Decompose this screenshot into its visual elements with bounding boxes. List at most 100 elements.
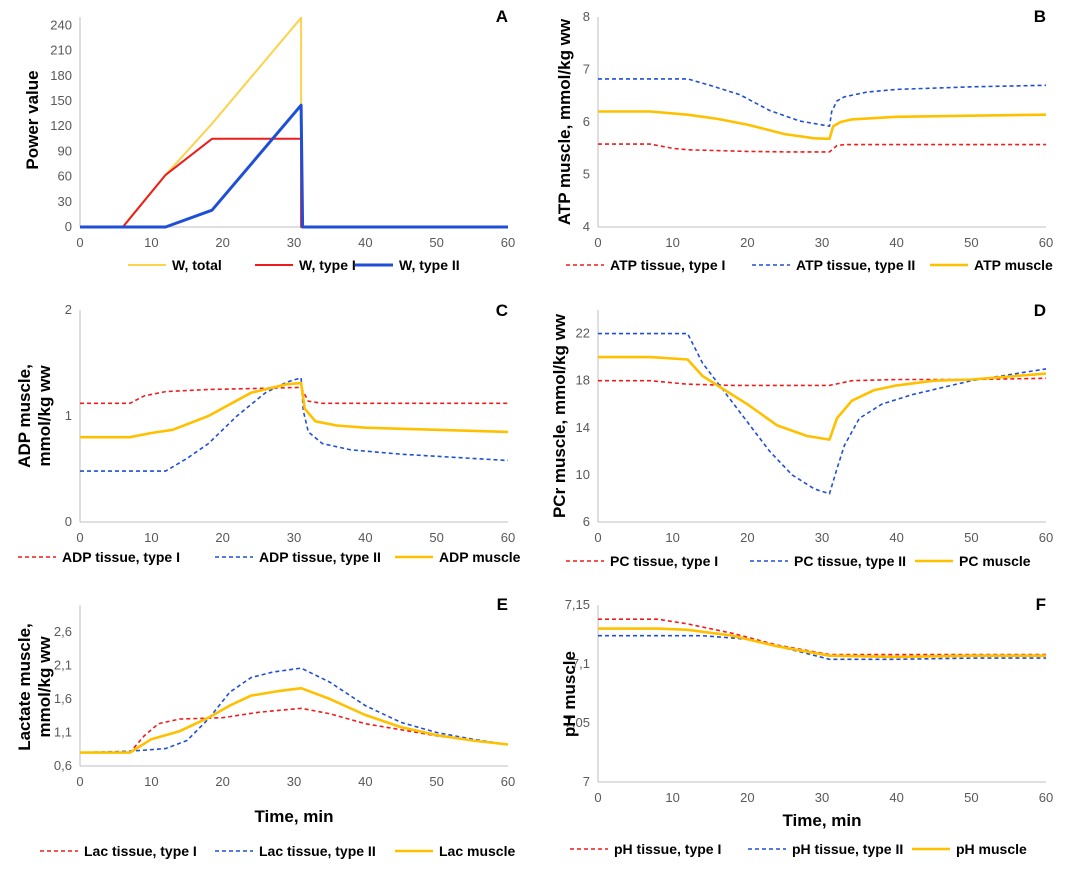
y-tick-label: 30 — [58, 194, 72, 209]
y-tick-label: 7,1 — [572, 656, 590, 671]
y-tick-label: 2,6 — [54, 624, 72, 639]
series-line-2 — [80, 137, 508, 228]
panel-label: E — [497, 595, 508, 614]
panel-F: 7 7,05 7,1 7,15 0 10 20 30 40 50 60 pH muscle Time, … — [560, 595, 1053, 857]
x-tick-label: 40 — [889, 530, 903, 545]
series-line-3 — [598, 110, 1047, 141]
legend-label: Lac tissue, type I — [84, 843, 197, 859]
x-tick-label: 10 — [144, 235, 158, 250]
x-tick-label: 60 — [501, 774, 515, 789]
x-tick-label: 10 — [665, 790, 679, 805]
panel-label: C — [496, 301, 508, 320]
y-tick-label: 210 — [50, 43, 72, 58]
series-line-1 — [598, 143, 1046, 153]
y-axis-label: Lactate muscle,mmol/kg ww — [15, 623, 54, 751]
y-tick-label: 1 — [65, 408, 72, 423]
y-tick-label: 1,6 — [54, 691, 72, 706]
x-tick-label: 0 — [76, 235, 83, 250]
legend-label: ADP tissue, type II — [259, 549, 381, 565]
y-tick-label: 2 — [65, 302, 72, 317]
legend-label: W, type I — [299, 257, 356, 273]
series-line-1 — [80, 386, 508, 405]
y-tick-label: 8 — [583, 9, 590, 24]
legend-label: ATP tissue, type II — [796, 257, 915, 273]
x-tick-label: 60 — [501, 235, 515, 250]
y-tick-label: 120 — [50, 118, 72, 133]
legend-label: Lac tissue, type II — [259, 843, 376, 859]
panel-label: F — [1036, 595, 1046, 614]
y-tick-label: 0,6 — [54, 758, 72, 773]
y-tick-label: 7 — [583, 774, 590, 789]
x-tick-label: 0 — [594, 530, 601, 545]
legend-label: PC tissue, type II — [794, 553, 906, 569]
x-tick-label: 10 — [665, 530, 679, 545]
y-tick-label: 6 — [583, 514, 590, 529]
y-tick-label: 60 — [58, 169, 72, 184]
x-tick-label: 30 — [287, 774, 301, 789]
y-tick-label: 2,1 — [54, 657, 72, 672]
x-tick-label: 50 — [429, 530, 443, 545]
series-line-1 — [80, 707, 509, 754]
x-tick-label: 20 — [740, 235, 754, 250]
x-tick-label: 40 — [358, 530, 372, 545]
panel-A: 0 30 60 90 120 150 180 210 240 0 10 20 30 40 50 60 Power… — [23, 7, 515, 273]
series-line-2 — [598, 332, 1047, 495]
y-tick-label: 22 — [576, 326, 590, 341]
y-tick-label: 1,1 — [54, 724, 72, 739]
y-tick-label: 240 — [50, 17, 72, 32]
series-line-2 — [80, 376, 509, 472]
x-tick-label: 30 — [287, 530, 301, 545]
panel-label: A — [496, 7, 508, 26]
y-tick-label: 4 — [583, 219, 590, 234]
y-tick-label: 150 — [50, 93, 72, 108]
legend-label: PC tissue, type I — [610, 553, 718, 569]
x-tick-label: 40 — [889, 235, 903, 250]
legend-label: pH tissue, type II — [792, 841, 903, 857]
x-tick-label: 50 — [964, 530, 978, 545]
x-tick-label: 60 — [1039, 790, 1053, 805]
x-tick-label: 40 — [358, 774, 372, 789]
legend-label: W, type II — [399, 257, 460, 273]
legend-label: ADP tissue, type I — [62, 549, 180, 565]
y-tick-label: 6 — [583, 114, 590, 129]
x-tick-label: 20 — [215, 530, 229, 545]
y-axis-label: Power value — [23, 70, 42, 169]
y-tick-label: 5 — [583, 167, 590, 182]
x-tick-label: 10 — [144, 530, 158, 545]
series-line-3 — [80, 381, 509, 439]
y-tick-label: 90 — [58, 143, 72, 158]
series-line-2 — [79, 667, 509, 754]
series-line-3 — [80, 686, 509, 754]
y-axis-label: ADP muscle,mmol/kg ww — [15, 364, 54, 468]
x-tick-label: 10 — [665, 235, 679, 250]
legend-label: PC muscle — [959, 553, 1031, 569]
series-line-2 — [598, 78, 1047, 127]
y-tick-label: 7 — [583, 62, 590, 77]
series-line-3 — [80, 103, 508, 229]
x-tick-label: 20 — [740, 530, 754, 545]
x-tick-label: 50 — [429, 235, 443, 250]
series-line-3 — [598, 627, 1046, 659]
y-axis-label: PCr muscle, mmol/kg ww — [550, 313, 569, 518]
x-tick-label: 0 — [76, 530, 83, 545]
series-line-1 — [598, 618, 1046, 656]
legend-label: ATP tissue, type I — [610, 257, 725, 273]
x-tick-label: 0 — [594, 235, 601, 250]
x-tick-label: 50 — [964, 790, 978, 805]
y-tick-label: 10 — [576, 467, 590, 482]
series-line-1 — [80, 16, 508, 228]
x-tick-label: 0 — [594, 790, 601, 805]
panel-label: D — [1034, 301, 1046, 320]
x-tick-label: 50 — [429, 774, 443, 789]
panel-E: 0,6 1,1 1,6 2,1 2,6 0 10 20 30 40 50 60 Lactate musc… — [15, 595, 515, 859]
x-tick-label: 60 — [1039, 235, 1053, 250]
x-tick-label: 60 — [1039, 530, 1053, 545]
x-tick-label: 10 — [144, 774, 158, 789]
panel-D: 6 10 14 18 22 0 10 20 30 40 50 60 PCr muscle, mmol/k… — [550, 301, 1053, 569]
x-tick-label: 20 — [215, 235, 229, 250]
x-tick-label: 30 — [815, 235, 829, 250]
x-tick-label: 20 — [215, 774, 229, 789]
x-tick-label: 30 — [287, 235, 301, 250]
